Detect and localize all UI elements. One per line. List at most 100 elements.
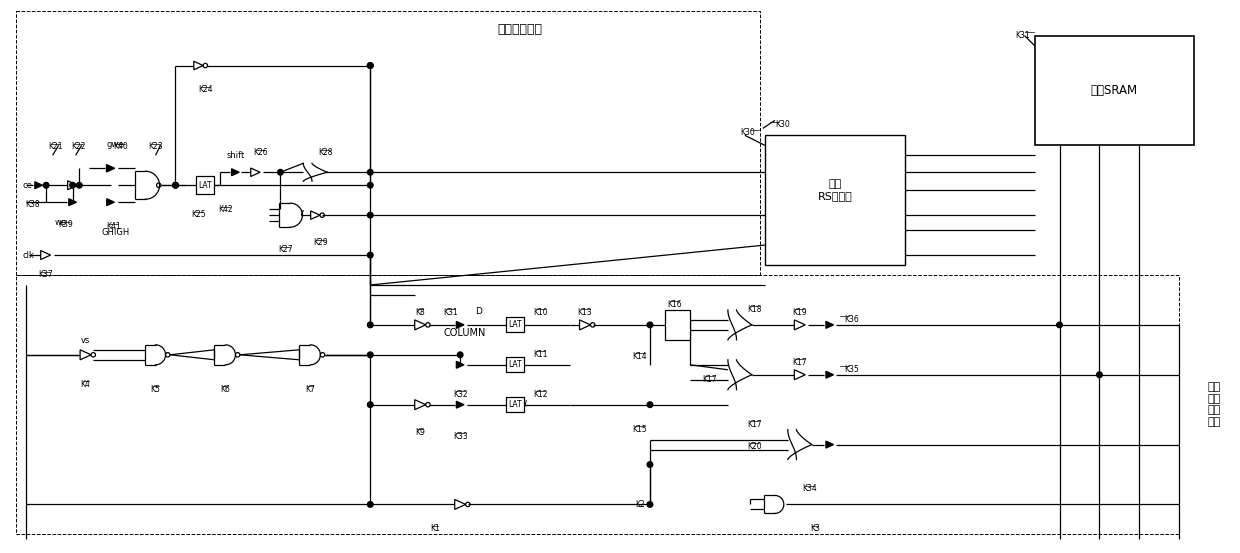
Text: K35: K35 <box>844 365 859 374</box>
Text: K9: K9 <box>415 427 425 437</box>
Polygon shape <box>795 320 805 330</box>
Polygon shape <box>414 400 425 410</box>
Text: 加固SRAM: 加固SRAM <box>1091 84 1138 97</box>
Text: GHIGH: GHIGH <box>102 228 130 237</box>
Text: COLUMN: COLUMN <box>444 328 486 338</box>
Circle shape <box>367 169 373 175</box>
Circle shape <box>172 182 179 188</box>
Circle shape <box>1056 322 1063 328</box>
Polygon shape <box>826 371 833 378</box>
Polygon shape <box>250 168 260 176</box>
Text: K3: K3 <box>810 524 820 534</box>
Text: K7: K7 <box>305 385 315 394</box>
Circle shape <box>647 322 652 328</box>
Text: 时钟输入电路: 时钟输入电路 <box>497 23 543 35</box>
Text: K17: K17 <box>748 420 763 429</box>
Text: K33: K33 <box>453 431 467 441</box>
Text: K5: K5 <box>150 385 160 394</box>
Polygon shape <box>68 199 77 206</box>
Polygon shape <box>456 361 464 368</box>
Polygon shape <box>81 350 91 360</box>
Polygon shape <box>579 320 590 330</box>
Circle shape <box>458 352 463 358</box>
Text: K2: K2 <box>635 500 645 509</box>
Text: K42: K42 <box>218 205 233 214</box>
Text: K10: K10 <box>533 308 547 317</box>
Text: K24: K24 <box>198 86 213 95</box>
Text: ce: ce <box>22 181 32 190</box>
Circle shape <box>77 182 82 188</box>
Text: shift: shift <box>227 152 244 160</box>
Circle shape <box>1096 372 1102 378</box>
Text: K37: K37 <box>38 270 53 279</box>
Text: K4: K4 <box>81 380 91 389</box>
Polygon shape <box>232 169 239 176</box>
Polygon shape <box>456 401 464 408</box>
Polygon shape <box>455 499 466 509</box>
Text: K19: K19 <box>792 308 807 317</box>
Polygon shape <box>107 199 114 206</box>
Text: K1: K1 <box>430 524 440 534</box>
Circle shape <box>172 182 179 188</box>
Text: K31: K31 <box>1014 30 1029 40</box>
Polygon shape <box>826 321 833 328</box>
Polygon shape <box>795 370 805 380</box>
Bar <box>16 275 1179 534</box>
Text: K20: K20 <box>748 442 763 451</box>
Text: K28: K28 <box>319 148 332 157</box>
Polygon shape <box>414 320 425 330</box>
Text: clk: clk <box>22 251 35 259</box>
Text: K29: K29 <box>312 238 327 247</box>
Text: K26: K26 <box>253 148 268 157</box>
Text: K41: K41 <box>107 222 120 231</box>
Text: K30: K30 <box>775 121 790 129</box>
Circle shape <box>367 62 373 69</box>
Text: LAT: LAT <box>508 360 522 369</box>
Text: vs: vs <box>81 336 91 345</box>
Text: gwe: gwe <box>107 140 124 149</box>
Polygon shape <box>107 165 114 172</box>
Text: LAT: LAT <box>198 181 212 190</box>
Circle shape <box>647 462 652 467</box>
Polygon shape <box>826 441 833 448</box>
Text: 行列
控制
产生
电路: 行列 控制 产生 电路 <box>1208 382 1221 427</box>
Text: K40: K40 <box>113 142 128 152</box>
Text: K16: K16 <box>667 300 682 309</box>
Circle shape <box>367 62 373 69</box>
Bar <box>506 357 525 372</box>
Text: K32: K32 <box>453 390 467 399</box>
Circle shape <box>43 182 48 188</box>
Text: K39: K39 <box>58 220 73 229</box>
Text: ROW: ROW <box>505 400 527 409</box>
Text: K25: K25 <box>191 210 206 219</box>
Polygon shape <box>41 251 51 259</box>
Polygon shape <box>68 181 78 190</box>
Text: K15: K15 <box>632 425 647 434</box>
Circle shape <box>647 402 652 408</box>
Bar <box>16 11 760 275</box>
Circle shape <box>367 322 373 328</box>
Bar <box>665 310 689 340</box>
Circle shape <box>69 182 76 188</box>
Bar <box>1034 35 1194 145</box>
Text: K31: K31 <box>443 308 458 317</box>
Circle shape <box>367 402 373 408</box>
Bar <box>506 317 525 332</box>
Text: K17: K17 <box>792 358 807 367</box>
Text: K18: K18 <box>748 305 763 314</box>
Text: K8: K8 <box>415 308 425 317</box>
Bar <box>196 176 215 194</box>
Text: K23: K23 <box>149 142 162 152</box>
Text: K30: K30 <box>740 128 755 137</box>
Polygon shape <box>456 321 464 328</box>
Text: K12: K12 <box>533 390 547 399</box>
Circle shape <box>367 182 373 188</box>
Text: K38: K38 <box>25 200 40 209</box>
Text: K27: K27 <box>278 245 293 254</box>
Bar <box>765 135 905 265</box>
Text: D: D <box>475 307 481 316</box>
Text: we: we <box>55 218 67 227</box>
Text: K6: K6 <box>221 385 231 394</box>
Text: K21: K21 <box>48 142 63 152</box>
Polygon shape <box>311 211 320 220</box>
